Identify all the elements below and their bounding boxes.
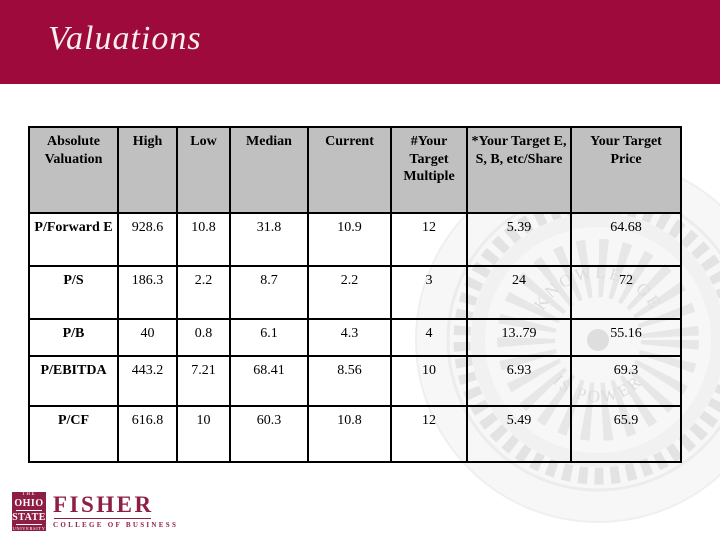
value-cell: 10.8 — [176, 212, 231, 267]
value-cell: 10 — [176, 405, 231, 463]
value-cell: 12 — [390, 405, 468, 463]
value-cell: 186.3 — [117, 265, 178, 320]
value-cell: 65.9 — [570, 405, 682, 463]
osu-state-label: STATE — [12, 511, 46, 523]
value-cell: 928.6 — [117, 212, 178, 267]
value-cell: 4.3 — [307, 318, 392, 357]
column-header: Current — [307, 126, 392, 214]
value-cell: 10.9 — [307, 212, 392, 267]
value-cell: 8.56 — [307, 355, 392, 407]
value-cell: 55.16 — [570, 318, 682, 357]
value-cell: 2.2 — [176, 265, 231, 320]
column-header: Median — [229, 126, 309, 214]
table-row: P/Forward E 928.6 10.8 31.8 10.9 12 5.39 64.68 — [28, 212, 682, 267]
value-cell: 6.1 — [229, 318, 309, 357]
value-cell: 3 — [390, 265, 468, 320]
osu-separator — [16, 524, 42, 525]
value-cell: 0.8 — [176, 318, 231, 357]
value-cell: 6.93 — [466, 355, 572, 407]
value-cell: 4 — [390, 318, 468, 357]
fisher-wordmark-group: FISHER COLLEGE OF BUSINESS — [53, 492, 178, 529]
table-row: P/EBITDA 443.2 7.21 68.41 8.56 10 6.93 69.3 — [28, 355, 682, 407]
osu-university-label: UNIVERSITY — [12, 525, 46, 531]
value-cell: 10.8 — [307, 405, 392, 463]
college-of-business-label: COLLEGE OF BUSINESS — [53, 521, 179, 529]
value-cell: 64.68 — [570, 212, 682, 267]
value-cell: 8.7 — [229, 265, 309, 320]
column-header: High — [117, 126, 178, 214]
slide-title: Valuations — [48, 20, 202, 57]
osu-the-label: THE — [21, 492, 37, 497]
column-header: *Your Target E, S, B, etc/Share — [466, 126, 572, 214]
table-row: P/B 40 0.8 6.1 4.3 4 13..79 55.16 — [28, 318, 682, 357]
table-row: P/CF 616.8 10 60.3 10.8 12 5.49 65.9 — [28, 405, 682, 463]
value-cell: 2.2 — [307, 265, 392, 320]
row-label-cell: P/S — [28, 265, 119, 320]
fisher-rule — [54, 518, 151, 519]
fisher-logo: THE OHIO STATE UNIVERSITY FISHER COLLEGE… — [12, 492, 178, 531]
value-cell: 69.3 — [570, 355, 682, 407]
value-cell: 40 — [117, 318, 178, 357]
row-label-cell: P/CF — [28, 405, 119, 463]
value-cell: 443.2 — [117, 355, 178, 407]
value-cell: 5.39 — [466, 212, 572, 267]
valuation-table: Absolute Valuation High Low Median Current #Y… — [28, 126, 682, 463]
column-header: Your Target Price — [570, 126, 682, 214]
value-cell: 616.8 — [117, 405, 178, 463]
table-body: P/Forward E 928.6 10.8 31.8 10.9 12 5.39 64.68 P… — [28, 212, 682, 463]
value-cell: 31.8 — [229, 212, 309, 267]
table-head-row: Absolute Valuation High Low Median Current #Y… — [28, 126, 682, 214]
value-cell: 60.3 — [229, 405, 309, 463]
column-header: Low — [176, 126, 231, 214]
title-band: Valuations — [0, 0, 720, 84]
osu-logo-block-icon: THE OHIO STATE UNIVERSITY — [12, 492, 46, 531]
table-row: P/S 186.3 2.2 8.7 2.2 3 24 72 — [28, 265, 682, 320]
value-cell: 68.41 — [229, 355, 309, 407]
value-cell: 12 — [390, 212, 468, 267]
row-label-cell: P/B — [28, 318, 119, 357]
value-cell: 10 — [390, 355, 468, 407]
value-cell: 72 — [570, 265, 682, 320]
osu-separator — [16, 510, 42, 511]
column-header: #Your Target Multiple — [390, 126, 468, 214]
osu-ohio-label: OHIO — [14, 497, 44, 509]
value-cell: 24 — [466, 265, 572, 320]
row-label-cell: P/EBITDA — [28, 355, 119, 407]
value-cell: 13..79 — [466, 318, 572, 357]
value-cell: 5.49 — [466, 405, 572, 463]
fisher-wordmark: FISHER — [53, 492, 154, 517]
column-header: Absolute Valuation — [28, 126, 119, 214]
row-label-cell: P/Forward E — [28, 212, 119, 267]
valuation-table-wrap: Absolute Valuation High Low Median Current #Y… — [28, 126, 682, 463]
value-cell: 7.21 — [176, 355, 231, 407]
